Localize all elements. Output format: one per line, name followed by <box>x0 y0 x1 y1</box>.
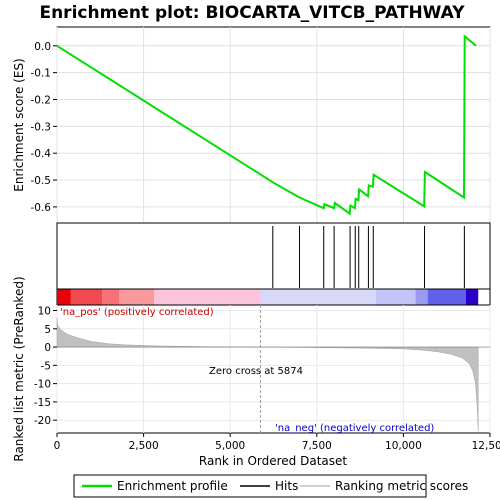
metric-y-tick-label: -5 <box>41 360 51 372</box>
metric-x-tick-label: 12,500 <box>472 440 500 452</box>
metric-y-axis: 10 5 0 -5 -10 -15 -20 <box>34 305 57 427</box>
es-y-axis: 0.0 -0.1 -0.2 -0.3 -0.4 -0.5 -0.6 <box>31 41 57 214</box>
colorbar-segment <box>102 289 120 305</box>
ranking-metric-area <box>56 317 479 432</box>
hit-markers <box>272 226 465 288</box>
negative-correlation-label: 'na_neg' (negatively correlated) <box>275 423 434 434</box>
metric-y-tick-label: -15 <box>34 397 51 409</box>
legend-metric-label: Ranking metric scores <box>335 479 468 493</box>
colorbar-segment <box>427 289 466 305</box>
metric-plot-area <box>56 304 491 434</box>
hits-panel <box>56 222 491 290</box>
colorbar-segment <box>375 289 416 305</box>
enrichment-profile-line <box>56 34 477 216</box>
zero-cross-label: Zero cross at 5874 <box>209 366 303 377</box>
colorbar-segment <box>260 289 376 305</box>
es-plot-area <box>56 26 491 224</box>
es-y-tick-label: -0.2 <box>31 94 52 106</box>
metric-y-tick-label: 5 <box>44 324 51 336</box>
metric-x-tick-label: 2,500 <box>129 440 159 452</box>
legend-hits-label: Hits <box>275 479 298 493</box>
positive-correlation-label: 'na_pos' (positively correlated) <box>60 307 214 318</box>
metric-y-tick-label: -10 <box>34 379 51 391</box>
metric-x-axis: 0 2,500 5,000 7,500 10,000 12,500 <box>54 433 500 452</box>
metric-x-tick-label: 0 <box>54 440 61 452</box>
es-y-tick-label: -0.3 <box>31 121 52 133</box>
colorbar-segment <box>57 289 71 305</box>
metric-x-tick-label: 5,000 <box>215 440 245 452</box>
es-y-tick-label: 0.0 <box>34 41 51 53</box>
colorbar-segment <box>415 289 428 305</box>
es-y-tick-label: -0.5 <box>31 175 52 187</box>
es-y-tick-label: -0.6 <box>31 202 52 214</box>
metric-y-axis-label: Ranked list metric (PreRanked) <box>12 276 26 461</box>
legend-enrichment-label: Enrichment profile <box>117 479 228 493</box>
metric-x-tick-label: 7,500 <box>302 440 332 452</box>
colorbar-segment <box>153 289 261 305</box>
chart-title: Enrichment plot: BIOCARTA_VITCB_PATHWAY <box>39 3 465 23</box>
rank-colorbar <box>57 289 479 305</box>
metric-y-tick-label: 0 <box>44 342 51 354</box>
metric-x-tick-label: 10,000 <box>385 440 422 452</box>
metric-x-axis-label: Rank in Ordered Dataset <box>199 454 347 468</box>
colorbar-segment <box>465 289 479 305</box>
es-y-tick-label: -0.4 <box>31 148 52 160</box>
metric-y-tick-label: -20 <box>34 415 51 427</box>
es-grid <box>56 27 491 223</box>
es-y-tick-label: -0.1 <box>31 68 52 80</box>
colorbar-segment <box>70 289 103 305</box>
metric-y-tick-label: 10 <box>38 305 51 317</box>
colorbar-segment <box>119 289 154 305</box>
es-y-axis-label: Enrichment score (ES) <box>12 58 26 191</box>
